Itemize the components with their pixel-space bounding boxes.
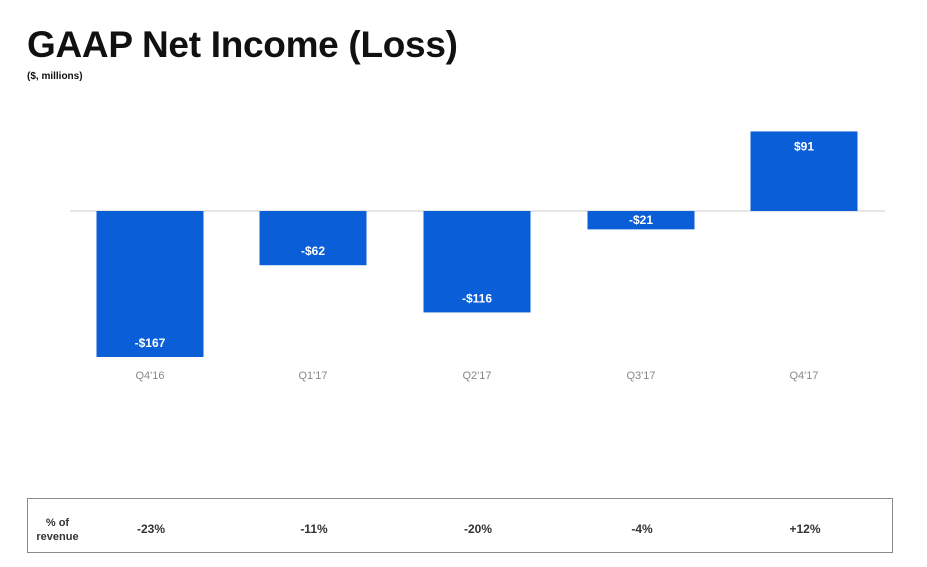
data-label-q4-16: -$167 bbox=[135, 336, 166, 350]
x-tick-label-q1-17: Q1'17 bbox=[298, 370, 327, 382]
x-tick-label-q4-16: Q4'16 bbox=[135, 370, 164, 382]
data-label-q2-17: -$116 bbox=[462, 291, 492, 305]
data-label-q4-17: $91 bbox=[794, 139, 814, 153]
bar-q3-17 bbox=[587, 211, 695, 230]
bar-q4-16 bbox=[96, 211, 204, 358]
bar-chart: -$167 Q4'16 -$62 Q1'17 -$116 Q2'17 -$21 Q3'17 $9… bbox=[70, 131, 885, 382]
page-title: GAAP Net Income (Loss) bbox=[27, 24, 458, 65]
x-tick-label-q4-17: Q4'17 bbox=[789, 370, 818, 382]
footer-value-q4-17: +12% bbox=[789, 522, 821, 536]
footer-label-line1: % of bbox=[45, 517, 70, 529]
chart-subtitle: ($, millions) bbox=[27, 71, 83, 82]
footer-label: % of revenue bbox=[30, 516, 85, 544]
bar-q1-17 bbox=[259, 211, 367, 266]
footer-value-q1-17: -11% bbox=[300, 522, 328, 536]
data-label-q3-17: -$21 bbox=[629, 213, 653, 227]
data-label-q1-17: -$62 bbox=[301, 244, 325, 258]
bar-q2-17 bbox=[423, 211, 531, 313]
x-tick-label-q3-17: Q3'17 bbox=[626, 370, 655, 382]
footer-label-line2: revenue bbox=[36, 531, 79, 543]
x-tick-label-q2-17: Q2'17 bbox=[462, 370, 491, 382]
footer-value-q2-17: -20% bbox=[463, 522, 492, 536]
bar-q4-17 bbox=[750, 131, 858, 211]
percent-of-revenue-table: % of revenue -23% -11% -20% -4% +12% bbox=[27, 498, 893, 553]
footer-value-q4-16: -23% bbox=[136, 522, 165, 536]
footer-value-q3-17: -4% bbox=[631, 522, 653, 536]
